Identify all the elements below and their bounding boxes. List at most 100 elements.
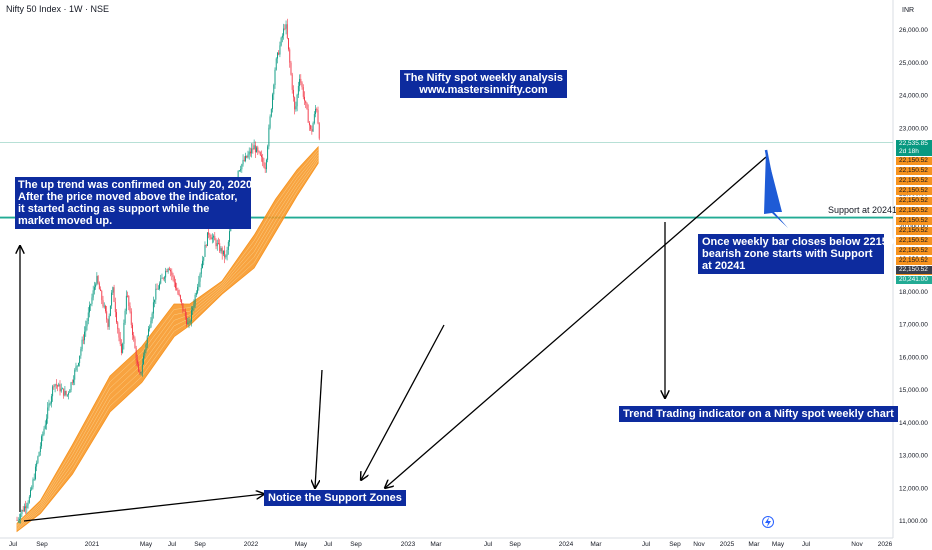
candle-body xyxy=(165,270,167,278)
analysis-box-line: www.mastersinnifty.com xyxy=(419,84,548,96)
candle-body xyxy=(318,123,320,139)
candle-body xyxy=(30,489,31,497)
candle-body xyxy=(44,424,46,429)
candle-body xyxy=(106,311,108,320)
candle-body xyxy=(119,337,121,344)
candle-body xyxy=(43,428,45,435)
bearish-box: Once weekly bar closes below 22150, beari… xyxy=(698,234,897,274)
candle-body xyxy=(17,519,19,521)
candle-body xyxy=(304,96,305,101)
candle-body xyxy=(269,116,271,128)
candle-body xyxy=(173,277,175,283)
support-zones-box: Notice the Support Zones xyxy=(264,490,406,506)
candle-body xyxy=(39,446,41,452)
indicator-price-label: 22,150.52 xyxy=(896,187,932,195)
candle-body xyxy=(197,286,199,293)
candle-body xyxy=(167,268,169,272)
candle-body xyxy=(77,362,79,366)
candle-body xyxy=(200,267,202,274)
candle-body xyxy=(102,300,104,307)
candle-body xyxy=(176,287,178,291)
candle-body xyxy=(248,151,250,155)
candle-body xyxy=(92,290,94,298)
candle-body xyxy=(50,396,52,404)
candle-body xyxy=(64,390,66,396)
candle-body xyxy=(95,284,97,288)
candle-body xyxy=(28,496,30,503)
candle-body xyxy=(60,388,62,392)
candle-body xyxy=(87,312,89,322)
candle-body xyxy=(151,313,153,321)
candle-body xyxy=(317,110,319,124)
candle-body xyxy=(208,232,210,235)
candle-body xyxy=(47,407,49,419)
x-tick-label: Jul xyxy=(484,541,493,548)
currency-label: INR xyxy=(902,7,914,14)
x-tick-label: May xyxy=(295,541,308,548)
x-tick-label: May xyxy=(140,541,153,548)
candle-body xyxy=(288,38,289,50)
candle-body xyxy=(210,237,212,240)
candle-body xyxy=(117,322,119,330)
candle-body xyxy=(249,151,251,154)
x-tick-label: Mar xyxy=(590,541,602,548)
candle-body xyxy=(144,350,146,356)
candle-body xyxy=(163,277,165,279)
candle-body xyxy=(203,256,205,261)
uptrend-box-line: After the price moved above the indicato… xyxy=(18,191,238,203)
candle-body xyxy=(313,114,315,124)
x-tick-label: Mar xyxy=(748,541,760,548)
candle-body xyxy=(281,35,283,38)
candle-body xyxy=(93,287,95,291)
candle-body xyxy=(22,509,24,512)
bar-countdown-label: 2d 18h xyxy=(896,148,932,156)
candle-body xyxy=(53,386,55,388)
indicator-price-label: 22,150.52 xyxy=(896,207,932,215)
candle-body xyxy=(58,384,60,387)
candle-body xyxy=(150,320,152,328)
candle-body xyxy=(130,311,132,325)
candle-body xyxy=(187,322,189,325)
candle-body xyxy=(31,487,33,490)
candle-body xyxy=(38,451,40,457)
y-tick-label: 25,000.00 xyxy=(899,60,928,67)
candle-body xyxy=(310,125,312,130)
candle-body xyxy=(256,147,258,153)
indicator-box: Trend Trading indicator on a Nifty spot … xyxy=(619,406,898,422)
candle-body xyxy=(229,231,230,242)
support-line-label: Support at 20241 xyxy=(828,205,898,215)
candle-body xyxy=(155,288,157,300)
indicator-price-label: 22,150.52 xyxy=(896,177,932,185)
candle-body xyxy=(97,276,99,284)
candle-body xyxy=(316,108,318,111)
x-tick-label: Jul xyxy=(324,541,333,548)
candle-body xyxy=(19,518,20,520)
candle-body xyxy=(134,338,136,349)
candle-body xyxy=(166,270,168,272)
candle-body xyxy=(302,87,304,97)
arrow-support-2023 xyxy=(361,324,445,480)
candle-body xyxy=(16,520,18,521)
x-tick-label: Jul xyxy=(168,541,177,548)
candle-body xyxy=(220,248,222,252)
candle-body xyxy=(264,167,266,170)
candle-body xyxy=(113,287,115,302)
x-tick-label: 2024 xyxy=(559,541,574,548)
candle-body xyxy=(221,248,223,255)
x-tick-label: Sep xyxy=(669,541,681,548)
candle-body xyxy=(162,277,164,279)
candle-body xyxy=(127,295,129,297)
candle-body xyxy=(194,294,196,305)
candle-body xyxy=(286,24,288,39)
y-tick-label: 17,000.00 xyxy=(899,322,928,329)
candle-body xyxy=(184,310,186,317)
candle-body xyxy=(241,164,243,170)
candle-body xyxy=(157,288,159,290)
candle-body xyxy=(211,237,213,240)
candle-body xyxy=(33,478,35,480)
indicator-price-label: 22,150.52 xyxy=(896,197,932,205)
candle-body xyxy=(224,250,226,258)
candle-body xyxy=(42,434,44,437)
y-tick-label: 26,000.00 xyxy=(899,27,928,34)
